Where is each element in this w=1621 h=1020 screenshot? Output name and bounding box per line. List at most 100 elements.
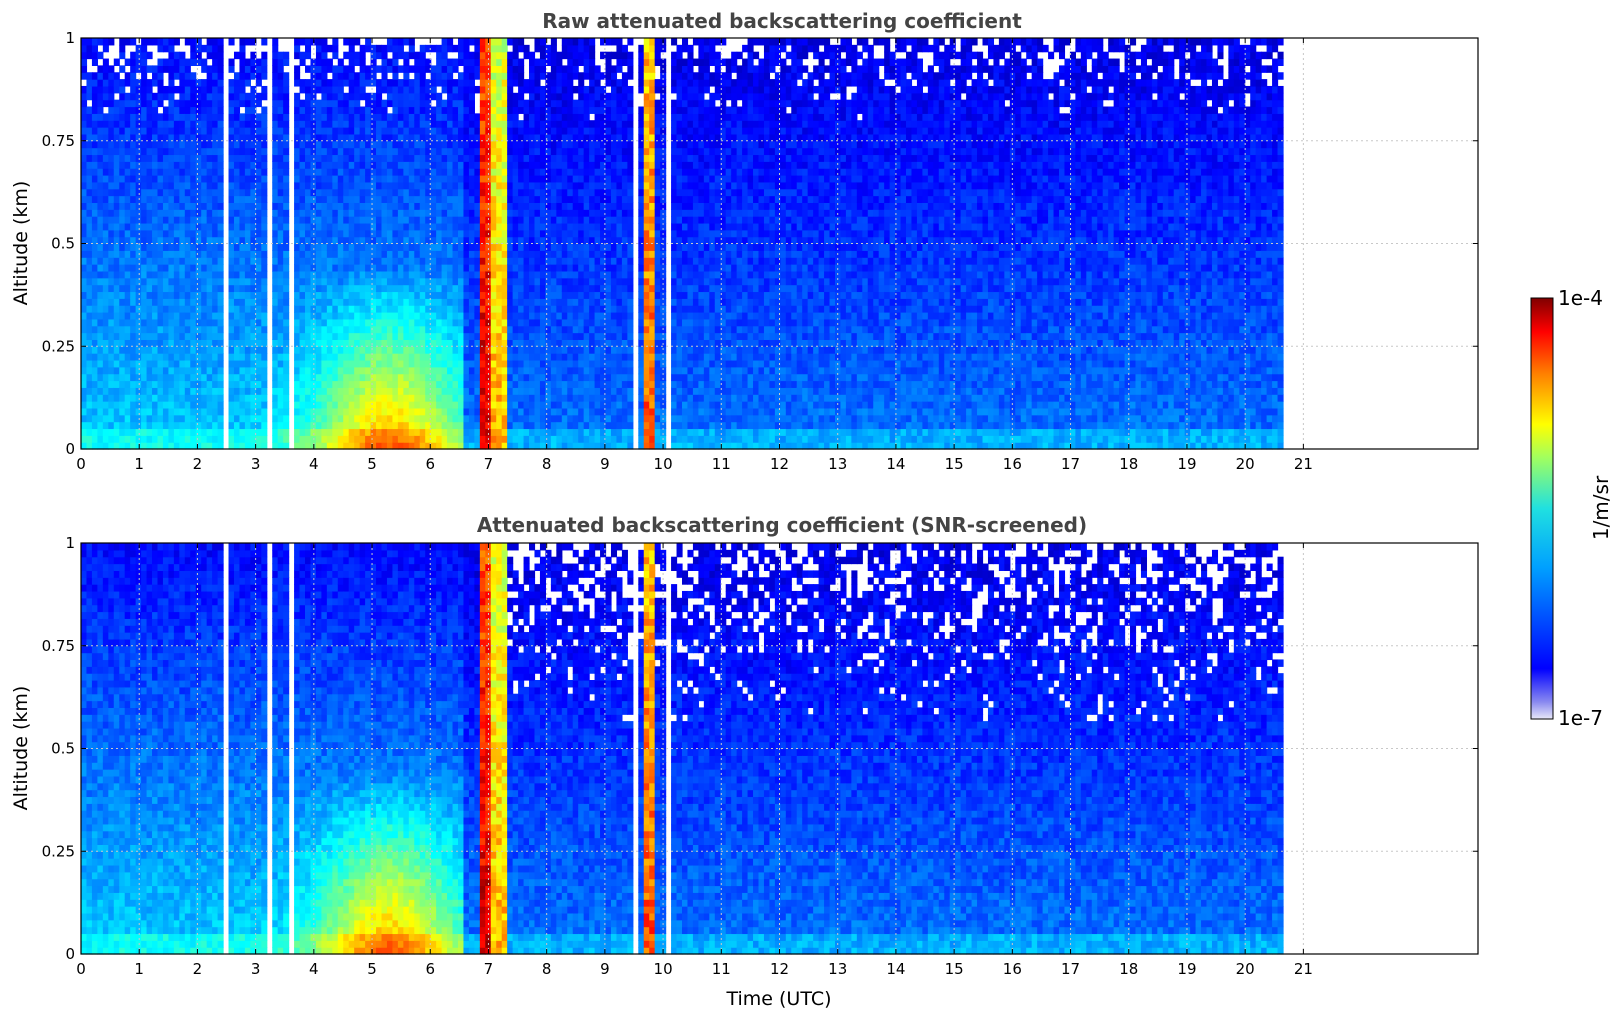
heatmap-cell xyxy=(491,59,497,66)
heatmap-cell xyxy=(239,209,245,216)
heatmap-cell xyxy=(86,216,92,223)
heatmap-cell xyxy=(278,120,284,127)
heatmap-cell xyxy=(349,127,355,134)
heatmap-cell xyxy=(234,154,240,161)
heatmap-cell xyxy=(141,113,147,120)
heatmap-cell xyxy=(398,285,404,292)
heatmap-cell xyxy=(321,230,327,237)
heatmap-cell xyxy=(507,257,513,264)
heatmap-cell xyxy=(86,381,92,388)
heatmap-cell xyxy=(392,237,398,244)
heatmap-cell xyxy=(343,189,349,196)
heatmap-cell xyxy=(136,120,142,127)
heatmap-cell xyxy=(371,415,377,422)
heatmap-cell xyxy=(152,319,158,326)
heatmap-cell xyxy=(332,45,338,52)
heatmap-cell xyxy=(207,422,213,429)
heatmap-cell xyxy=(551,134,557,141)
heatmap-cell xyxy=(349,120,355,127)
heatmap-cell xyxy=(371,202,377,209)
heatmap-cell xyxy=(190,168,196,175)
heatmap-cell xyxy=(420,202,426,209)
heatmap-cell xyxy=(502,339,508,346)
heatmap-cell xyxy=(551,120,557,127)
heatmap-cell xyxy=(86,339,92,346)
heatmap-cell xyxy=(283,202,289,209)
heatmap-cell xyxy=(551,127,557,134)
heatmap-cell xyxy=(327,196,333,203)
heatmap-cell xyxy=(86,250,92,257)
heatmap-cell xyxy=(163,189,169,196)
heatmap-cell xyxy=(147,52,153,59)
heatmap-cell xyxy=(97,250,103,257)
heatmap-cell xyxy=(431,319,437,326)
heatmap-cell xyxy=(305,346,311,353)
heatmap-cell xyxy=(556,278,562,285)
heatmap-cell xyxy=(480,189,486,196)
heatmap-cell xyxy=(256,374,262,381)
heatmap-cell xyxy=(316,291,322,298)
heatmap-cell xyxy=(294,175,300,182)
heatmap-cell xyxy=(234,107,240,114)
heatmap-cell xyxy=(387,319,393,326)
heatmap-cell xyxy=(436,189,442,196)
heatmap-cell xyxy=(496,209,502,216)
heatmap-cell xyxy=(316,367,322,374)
heatmap-column xyxy=(529,52,535,450)
heatmap-cell xyxy=(534,305,540,312)
heatmap-cell xyxy=(283,353,289,360)
heatmap-cell xyxy=(168,45,174,52)
heatmap-cell xyxy=(551,381,557,388)
heatmap-cell xyxy=(108,374,114,381)
heatmap-cell xyxy=(179,285,185,292)
heatmap-cell xyxy=(103,244,109,251)
heatmap-cell xyxy=(130,79,136,86)
heatmap-cell xyxy=(179,394,185,401)
heatmap-cell xyxy=(168,394,174,401)
heatmap-cell xyxy=(207,52,213,59)
heatmap-cell xyxy=(218,387,224,394)
heatmap-cell xyxy=(218,264,224,271)
heatmap-cell xyxy=(392,107,398,114)
heatmap-cell xyxy=(371,223,377,230)
heatmap-cell xyxy=(168,298,174,305)
heatmap-cell xyxy=(332,93,338,100)
heatmap-cell xyxy=(81,182,87,189)
heatmap-cell xyxy=(420,79,426,86)
heatmap-cell xyxy=(403,93,409,100)
heatmap-cell xyxy=(463,65,469,72)
heatmap-cell xyxy=(305,244,311,251)
heatmap-cell xyxy=(234,182,240,189)
heatmap-cell xyxy=(234,257,240,264)
heatmap-cell xyxy=(81,189,87,196)
heatmap-cell xyxy=(157,65,163,72)
heatmap-cell xyxy=(453,148,459,155)
heatmap-cell xyxy=(502,401,508,408)
heatmap-column xyxy=(103,38,109,450)
heatmap-cell xyxy=(502,264,508,271)
heatmap-cell xyxy=(245,175,251,182)
heatmap-cell xyxy=(458,408,464,415)
heatmap-cell xyxy=(119,264,125,271)
heatmap-cell xyxy=(179,196,185,203)
heatmap-cell xyxy=(201,244,207,251)
heatmap-cell xyxy=(409,223,415,230)
heatmap-cell xyxy=(382,202,388,209)
heatmap-cell xyxy=(114,271,120,278)
heatmap-cell xyxy=(136,196,142,203)
heatmap-cell xyxy=(174,319,180,326)
heatmap-cell xyxy=(382,333,388,340)
heatmap-cell xyxy=(496,86,502,93)
heatmap-cell xyxy=(92,216,98,223)
heatmap-cell xyxy=(103,339,109,346)
heatmap-cell xyxy=(147,93,153,100)
heatmap-cell xyxy=(513,244,519,251)
heatmap-cell xyxy=(272,346,278,353)
heatmap-cell xyxy=(212,339,218,346)
heatmap-cell xyxy=(81,72,87,79)
heatmap-cell xyxy=(300,113,306,120)
heatmap-cell xyxy=(534,387,540,394)
heatmap-cell xyxy=(392,312,398,319)
heatmap-cell xyxy=(86,107,92,114)
heatmap-cell xyxy=(114,127,120,134)
